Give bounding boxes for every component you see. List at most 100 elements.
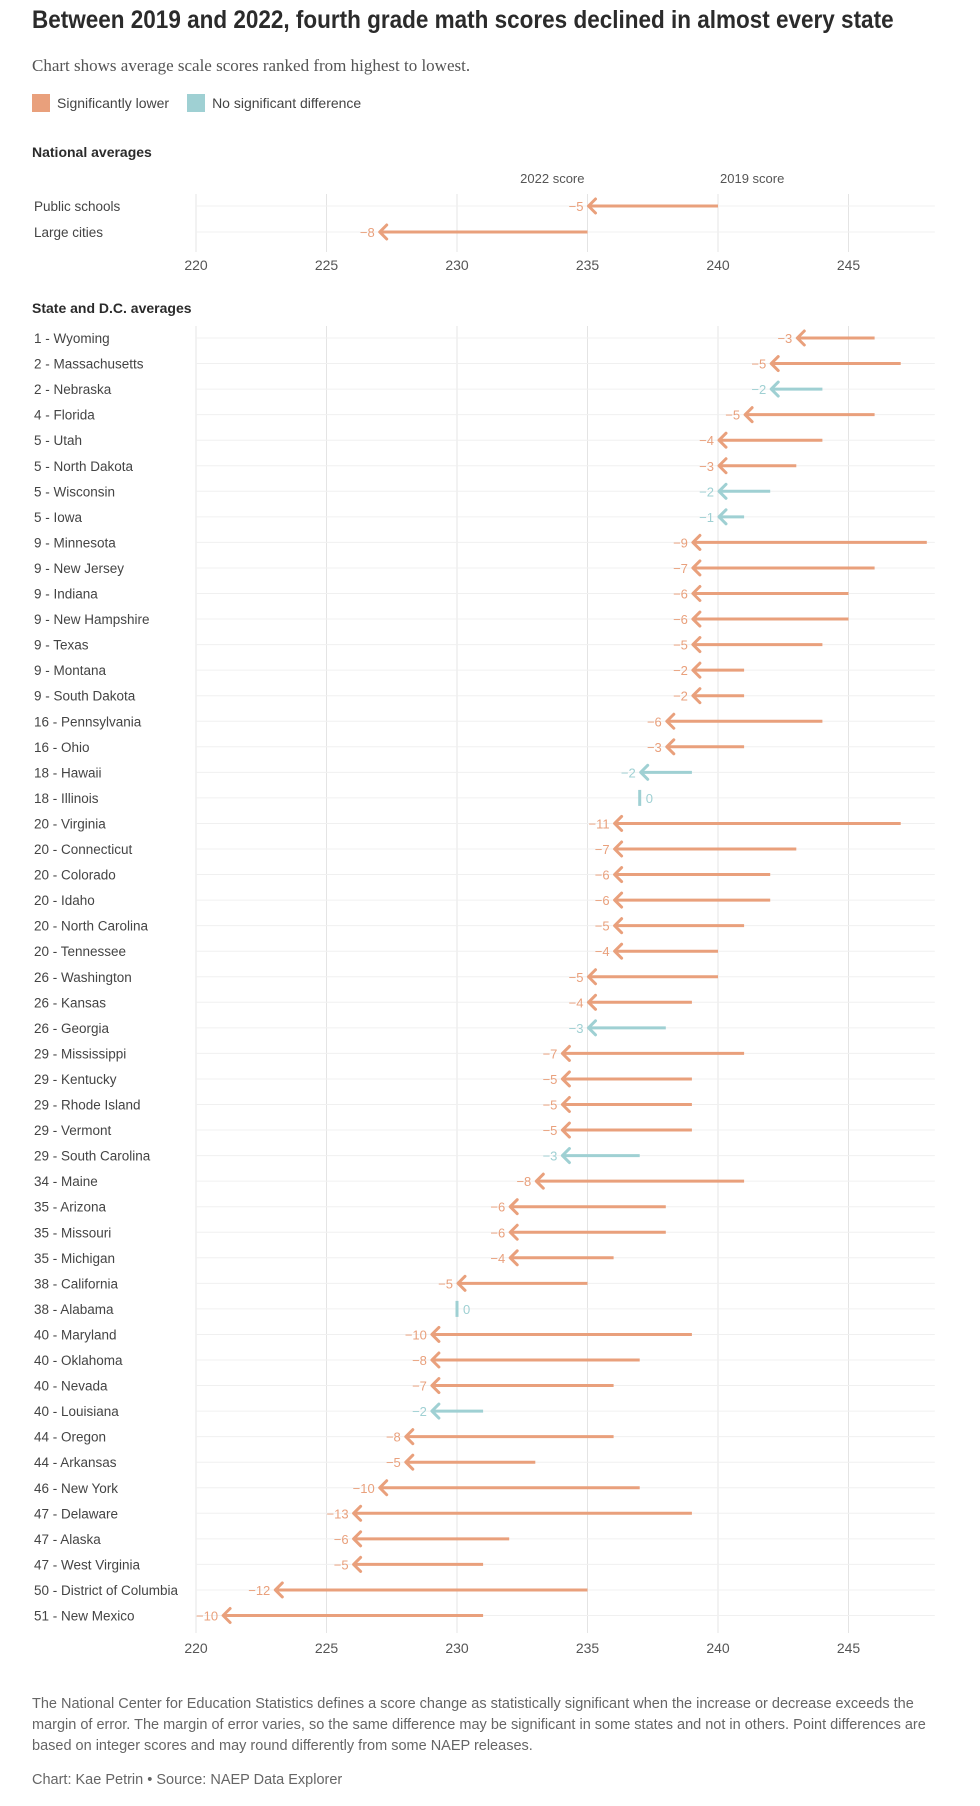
state-change-label: −2 (621, 765, 636, 780)
state-change-label: −10 (405, 1327, 427, 1342)
state-arrow-head (613, 917, 624, 935)
state-arrow-head (587, 1019, 597, 1037)
national-tick-label: 240 (706, 257, 730, 273)
arrow-chart: 2022 score 2019 score Public schools −5 Larg… (34, 171, 935, 1656)
state-change-label: −9 (673, 535, 688, 550)
state-arrow-head (430, 1351, 441, 1369)
state-row-label: 44 - Arkansas (34, 1455, 117, 1470)
state-row-label: 40 - Nevada (34, 1379, 108, 1394)
state-change-label: −5 (725, 408, 740, 423)
state-arrow-head (508, 1198, 519, 1216)
state-arrow-head (352, 1555, 363, 1573)
state-change-label: −1 (699, 510, 714, 525)
state-arrow-head (560, 1147, 571, 1165)
state-row-label: 5 - North Dakota (34, 459, 134, 474)
state-change-label: −5 (543, 1098, 558, 1113)
state-change-label: −8 (412, 1353, 427, 1368)
state-row-label: 9 - South Dakota (34, 689, 136, 704)
chart-credit: Chart: Kae Petrin • Source: NAEP Data Ex… (32, 1772, 343, 1788)
state-change-label: −2 (673, 689, 688, 704)
state-arrow-head (404, 1453, 415, 1471)
methodology-note: The National Center for Education Statis… (32, 1696, 926, 1754)
state-row-label: 38 - Alabama (34, 1302, 114, 1317)
state-arrow-head (430, 1377, 441, 1395)
legend-label-significant: Significantly lower (57, 95, 170, 111)
state-row-label: 26 - Georgia (34, 1021, 110, 1036)
state-change-label: −7 (412, 1379, 427, 1394)
state-arrow-head (691, 585, 702, 602)
state-change-label: −5 (595, 919, 610, 934)
state-row-label: 35 - Michigan (34, 1251, 115, 1266)
state-change-label: −3 (777, 331, 792, 346)
state-row-label: 47 - Delaware (34, 1506, 118, 1521)
national-change-label: −5 (569, 199, 584, 214)
state-tick-label: 240 (706, 1640, 730, 1656)
state-arrow-head (769, 380, 780, 398)
state-arrow-head (430, 1402, 441, 1420)
state-row-label: 47 - Alaska (34, 1532, 101, 1547)
state-change-label: −5 (569, 970, 584, 985)
state-change-label: −6 (334, 1532, 349, 1547)
state-arrow-head (534, 1172, 545, 1190)
state-row-label: 29 - Vermont (34, 1123, 112, 1138)
state-arrow-head (560, 1096, 571, 1113)
state-row-label: 20 - Connecticut (34, 842, 133, 857)
state-change-label: −5 (751, 357, 766, 372)
state-row-label: 35 - Missouri (34, 1225, 111, 1240)
state-row-label: 16 - Pennsylvania (34, 714, 142, 729)
state-change-label: −2 (673, 663, 688, 678)
state-change-label: −7 (673, 561, 688, 576)
legend-swatch-not-significant (187, 94, 206, 112)
state-arrow-head (743, 406, 754, 424)
state-change-label: −3 (569, 1021, 584, 1036)
state-arrow-head (717, 457, 728, 475)
state-row-label: 29 - Mississippi (34, 1046, 126, 1061)
state-arrow-head (717, 431, 728, 449)
state-arrow-head (508, 1223, 519, 1241)
state-arrow-head (352, 1504, 363, 1522)
legend: Significantly lower No significant diffe… (32, 94, 379, 112)
state-change-label: −5 (543, 1123, 558, 1138)
legend-item-not-significant: No significant difference (187, 94, 361, 112)
state-row-label: 26 - Washington (34, 970, 132, 985)
state-row-label: 40 - Louisiana (34, 1404, 119, 1419)
state-row-label: 9 - New Jersey (34, 561, 124, 576)
state-arrow-head (404, 1428, 415, 1446)
state-arrow-head (665, 738, 676, 756)
state-arrow-head (587, 968, 597, 986)
state-change-label: −5 (543, 1072, 558, 1087)
state-arrow-head (769, 355, 780, 373)
state-arrow-head (691, 610, 702, 628)
state-change-label: −4 (595, 944, 610, 959)
national-arrow-head (378, 223, 389, 241)
state-row-label: 9 - Minnesota (34, 535, 116, 550)
state-row-label: 20 - Idaho (34, 893, 95, 908)
state-arrow-head (613, 942, 624, 960)
state-arrow-head (691, 533, 702, 551)
national-tick-label: 220 (184, 257, 208, 273)
state-tick-label: 220 (184, 1640, 208, 1656)
state-row-label: 50 - District of Columbia (34, 1583, 179, 1598)
state-change-label: 0 (646, 791, 653, 806)
national-row-label: Large cities (34, 225, 103, 240)
state-change-label: −6 (647, 714, 662, 729)
legend-item-significant: Significantly lower (32, 94, 169, 112)
state-change-label: −2 (699, 484, 714, 499)
state-row-label: 29 - Kentucky (34, 1072, 117, 1087)
national-row-label: Public schools (34, 199, 121, 214)
state-arrow-head (613, 866, 624, 884)
state-arrow-head (560, 1121, 571, 1139)
state-arrow-head (587, 993, 597, 1011)
state-row-label: 9 - Indiana (34, 587, 98, 602)
national-tick-label: 235 (576, 257, 600, 273)
state-change-label: −10 (353, 1481, 375, 1496)
state-row-label: 5 - Utah (34, 433, 82, 448)
state-row-label: 9 - Texas (34, 638, 89, 653)
state-arrow-head (221, 1607, 232, 1624)
state-row-label: 38 - California (34, 1276, 119, 1291)
state-row-label: 26 - Kansas (34, 995, 106, 1010)
state-arrow-head (665, 712, 676, 730)
state-row-label: 34 - Maine (34, 1174, 98, 1189)
state-row-label: 9 - Montana (34, 663, 107, 678)
annotation-2022-score: 2022 score (520, 171, 584, 186)
